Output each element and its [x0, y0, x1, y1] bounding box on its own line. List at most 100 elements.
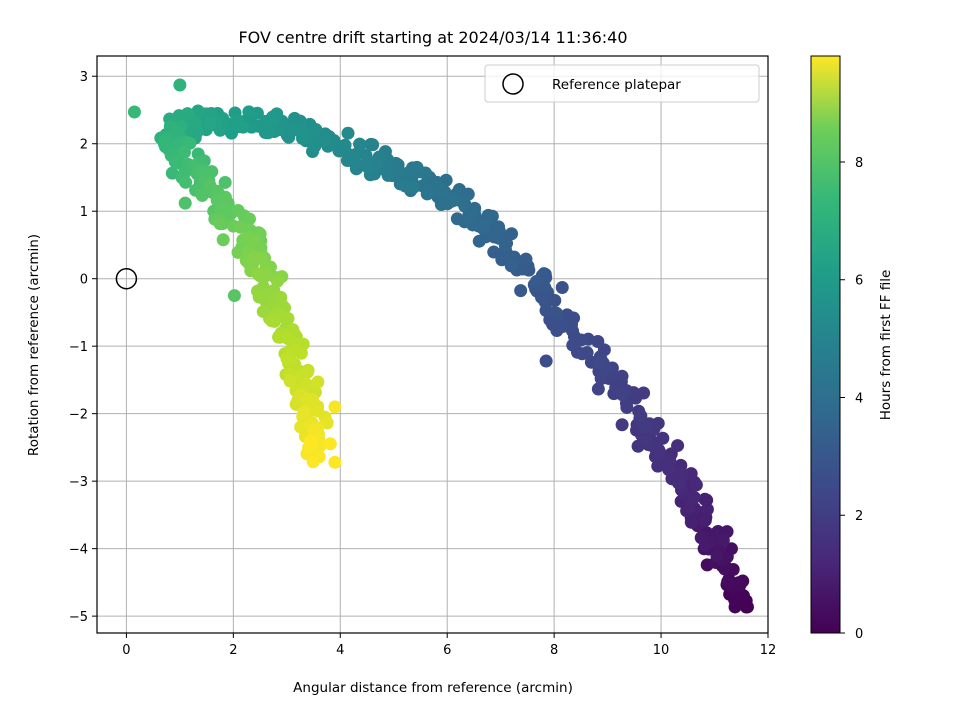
data-point — [505, 227, 519, 241]
x-tick-label: 0 — [122, 643, 130, 658]
y-tick-label: −5 — [69, 610, 88, 625]
data-point — [306, 455, 320, 469]
data-point — [195, 188, 209, 202]
data-point — [280, 352, 294, 366]
colorbar-tick-label: 8 — [855, 156, 863, 171]
data-point — [353, 138, 367, 152]
data-point — [236, 120, 250, 134]
data-point — [203, 116, 217, 130]
y-tick-label: −4 — [69, 543, 88, 558]
data-point-outlier — [328, 400, 342, 414]
data-point — [231, 245, 245, 259]
data-point — [656, 431, 670, 445]
data-point — [492, 220, 506, 234]
data-point — [616, 388, 630, 402]
x-tick-label: 4 — [336, 643, 344, 658]
data-point — [472, 234, 486, 248]
data-point — [247, 251, 261, 265]
data-point — [177, 145, 191, 159]
data-point — [191, 104, 205, 118]
data-point — [530, 274, 544, 288]
data-point — [213, 217, 227, 231]
y-tick-label: 2 — [80, 138, 88, 153]
data-point — [359, 148, 373, 162]
data-point — [514, 284, 528, 298]
data-point — [218, 175, 232, 189]
y-axis-label: Rotation from reference (arcmin) — [26, 234, 42, 456]
data-point — [165, 166, 179, 180]
chart-title: FOV centre drift starting at 2024/03/14 … — [238, 28, 627, 47]
data-point — [549, 306, 563, 320]
colorbar: 0 2 4 6 8 Hours from first FF file — [810, 55, 894, 642]
data-point — [478, 218, 492, 232]
colorbar-frame — [810, 55, 841, 634]
data-point — [366, 138, 380, 152]
data-point — [555, 280, 569, 294]
data-point — [216, 233, 230, 247]
colorbar-ticks: 0 2 4 6 8 — [840, 156, 863, 642]
colorbar-tick-label: 4 — [855, 391, 863, 406]
data-point — [276, 310, 290, 324]
x-tick-label: 12 — [760, 643, 777, 658]
data-point — [710, 549, 724, 563]
data-point — [214, 202, 228, 216]
data-point — [336, 142, 350, 156]
data-point — [179, 175, 193, 189]
data-point — [698, 513, 712, 527]
x-tick-label: 8 — [550, 643, 558, 658]
x-tick-label: 2 — [229, 643, 237, 658]
data-point — [700, 502, 714, 516]
data-point — [539, 304, 553, 318]
data-point — [293, 114, 307, 128]
data-point-outlier — [539, 354, 553, 368]
data-point — [504, 259, 518, 273]
data-point — [294, 346, 308, 360]
data-point — [639, 432, 653, 446]
data-point — [252, 290, 266, 304]
legend-entry: Reference platepar — [552, 77, 681, 93]
data-point — [265, 314, 279, 328]
data-point — [204, 106, 218, 120]
grid-lines — [97, 56, 769, 633]
scatter-points — [127, 78, 754, 614]
data-point — [420, 187, 434, 201]
plot-frame — [96, 55, 769, 634]
data-point — [398, 179, 412, 193]
data-point — [519, 252, 533, 266]
data-point — [450, 212, 464, 226]
data-point — [671, 476, 685, 490]
data-point — [305, 392, 319, 406]
data-point — [728, 600, 742, 614]
data-point — [320, 416, 334, 430]
x-axis-label: Angular distance from reference (arcmin) — [293, 680, 573, 696]
data-point — [323, 437, 337, 451]
data-point — [592, 356, 606, 370]
data-point — [251, 267, 265, 281]
y-tick-label: 1 — [80, 205, 88, 220]
legend-marker — [502, 73, 524, 95]
data-point — [556, 319, 570, 333]
data-point — [307, 423, 321, 437]
data-point-outlier — [127, 105, 141, 119]
data-point — [574, 333, 588, 347]
data-point — [234, 220, 248, 234]
y-tick-label: −1 — [69, 340, 88, 355]
legend: Reference platepar — [484, 64, 760, 103]
data-point — [615, 418, 629, 432]
data-point — [629, 391, 643, 405]
data-point — [259, 114, 273, 128]
data-point-outlier — [227, 289, 241, 303]
data-point — [311, 375, 325, 389]
data-point — [242, 105, 256, 119]
colorbar-label: Hours from first FF file — [878, 270, 894, 421]
colorbar-gradient — [811, 56, 840, 633]
x-tick-label: 6 — [443, 643, 451, 658]
data-point — [662, 463, 676, 477]
data-point — [361, 160, 375, 174]
data-point — [295, 368, 309, 382]
data-point — [283, 374, 297, 388]
y-tick-label: −2 — [69, 408, 88, 423]
data-point — [721, 575, 735, 589]
